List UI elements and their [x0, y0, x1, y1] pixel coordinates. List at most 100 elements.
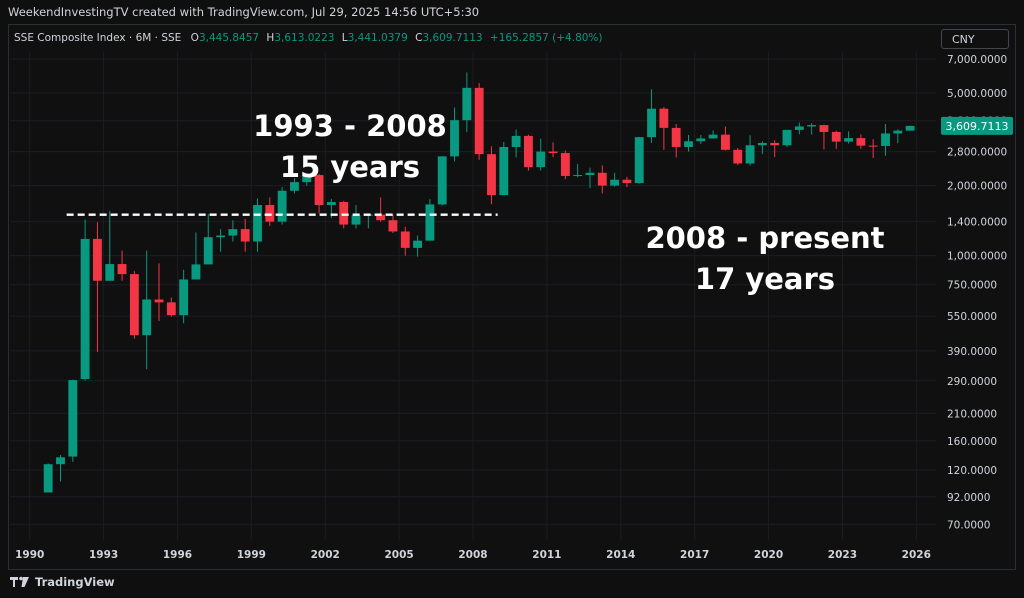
candle[interactable]: [105, 210, 115, 281]
candle[interactable]: [92, 222, 102, 352]
candle-body: [80, 238, 90, 380]
y-tick-label: 5,000.0000: [947, 88, 1007, 100]
candle[interactable]: [671, 123, 681, 158]
candle[interactable]: [302, 173, 312, 186]
candle[interactable]: [499, 141, 509, 196]
candle[interactable]: [290, 178, 299, 194]
candle[interactable]: [462, 72, 472, 132]
candle[interactable]: [708, 130, 718, 139]
candle[interactable]: [757, 141, 767, 155]
currency-selector[interactable]: CNY: [941, 29, 1009, 49]
candle-body: [905, 125, 915, 131]
candle-body: [487, 154, 496, 196]
candle[interactable]: [881, 123, 890, 156]
candle[interactable]: [388, 214, 398, 234]
candle[interactable]: [893, 129, 903, 144]
candle[interactable]: [277, 187, 287, 225]
legend-close-label: C: [415, 32, 423, 44]
candle[interactable]: [523, 134, 533, 171]
x-tick-label: 2002: [311, 549, 340, 561]
candle[interactable]: [721, 126, 730, 151]
tradingview-logo-icon: [10, 576, 29, 587]
candle[interactable]: [450, 107, 459, 162]
candle-body: [844, 138, 854, 142]
candle[interactable]: [129, 271, 139, 339]
candle[interactable]: [216, 229, 225, 252]
ohlc-legend: SSE Composite Index · 6M · SSE O3,445.84…: [14, 32, 603, 44]
legend-change: +165.2857 (+4.80%): [489, 32, 603, 44]
candle[interactable]: [351, 205, 361, 229]
candle[interactable]: [831, 130, 841, 149]
x-tick-label: 1993: [89, 549, 118, 561]
candle[interactable]: [696, 134, 706, 144]
candle[interactable]: [548, 142, 558, 158]
candle[interactable]: [487, 146, 496, 205]
candle-body: [265, 205, 275, 222]
candle-body: [450, 120, 459, 157]
candle[interactable]: [585, 167, 595, 189]
candle[interactable]: [511, 129, 521, 158]
candle[interactable]: [844, 131, 854, 144]
candle[interactable]: [745, 135, 755, 166]
candle[interactable]: [43, 463, 53, 493]
candle[interactable]: [770, 140, 780, 158]
candle[interactable]: [536, 138, 546, 171]
candle[interactable]: [597, 165, 607, 194]
candle[interactable]: [782, 129, 792, 147]
candle[interactable]: [856, 134, 866, 149]
candle[interactable]: [413, 235, 423, 257]
candle[interactable]: [228, 220, 238, 242]
candle[interactable]: [265, 197, 275, 227]
candle[interactable]: [819, 124, 829, 150]
candle-body: [216, 235, 225, 238]
candle[interactable]: [376, 197, 386, 222]
candle[interactable]: [560, 150, 570, 180]
candle[interactable]: [425, 199, 435, 241]
candle-body: [129, 274, 139, 336]
candle[interactable]: [154, 263, 164, 321]
candle[interactable]: [68, 379, 78, 462]
candle-body: [782, 129, 792, 146]
candle-body: [807, 125, 817, 127]
candle[interactable]: [905, 125, 915, 131]
candle-body: [56, 457, 65, 465]
candle-body: [117, 264, 127, 275]
x-tick-label: 1996: [163, 549, 192, 561]
candle[interactable]: [142, 250, 152, 370]
candle[interactable]: [203, 213, 213, 265]
candle-body: [462, 87, 472, 121]
candle[interactable]: [684, 134, 693, 152]
chart-panel[interactable]: [8, 24, 1016, 570]
candle[interactable]: [80, 219, 90, 381]
candle[interactable]: [794, 122, 804, 135]
candle[interactable]: [868, 139, 878, 158]
candle[interactable]: [179, 269, 189, 324]
header-caption: WeekendInvestingTV created with TradingV…: [8, 5, 480, 19]
x-tick-label: 2005: [384, 549, 413, 561]
candle[interactable]: [240, 218, 250, 252]
candle[interactable]: [647, 89, 656, 143]
candle[interactable]: [56, 455, 65, 482]
candle[interactable]: [400, 226, 410, 256]
footer-brand[interactable]: TradingView: [10, 575, 115, 589]
candle[interactable]: [659, 107, 669, 150]
candle-body: [425, 204, 435, 241]
candle[interactable]: [807, 123, 817, 135]
candle[interactable]: [634, 136, 644, 184]
candle-series: [43, 72, 915, 493]
candle[interactable]: [573, 163, 583, 178]
candle[interactable]: [622, 176, 632, 188]
candle[interactable]: [191, 232, 201, 280]
candle[interactable]: [610, 172, 620, 187]
candle-body: [511, 135, 521, 147]
candle[interactable]: [253, 198, 262, 252]
candle[interactable]: [474, 82, 484, 160]
candle[interactable]: [166, 297, 176, 317]
candle[interactable]: [733, 148, 743, 166]
candle[interactable]: [437, 156, 447, 206]
candle-body: [696, 138, 706, 142]
candle[interactable]: [314, 173, 324, 214]
candle[interactable]: [117, 250, 127, 281]
candle-body: [437, 156, 447, 205]
